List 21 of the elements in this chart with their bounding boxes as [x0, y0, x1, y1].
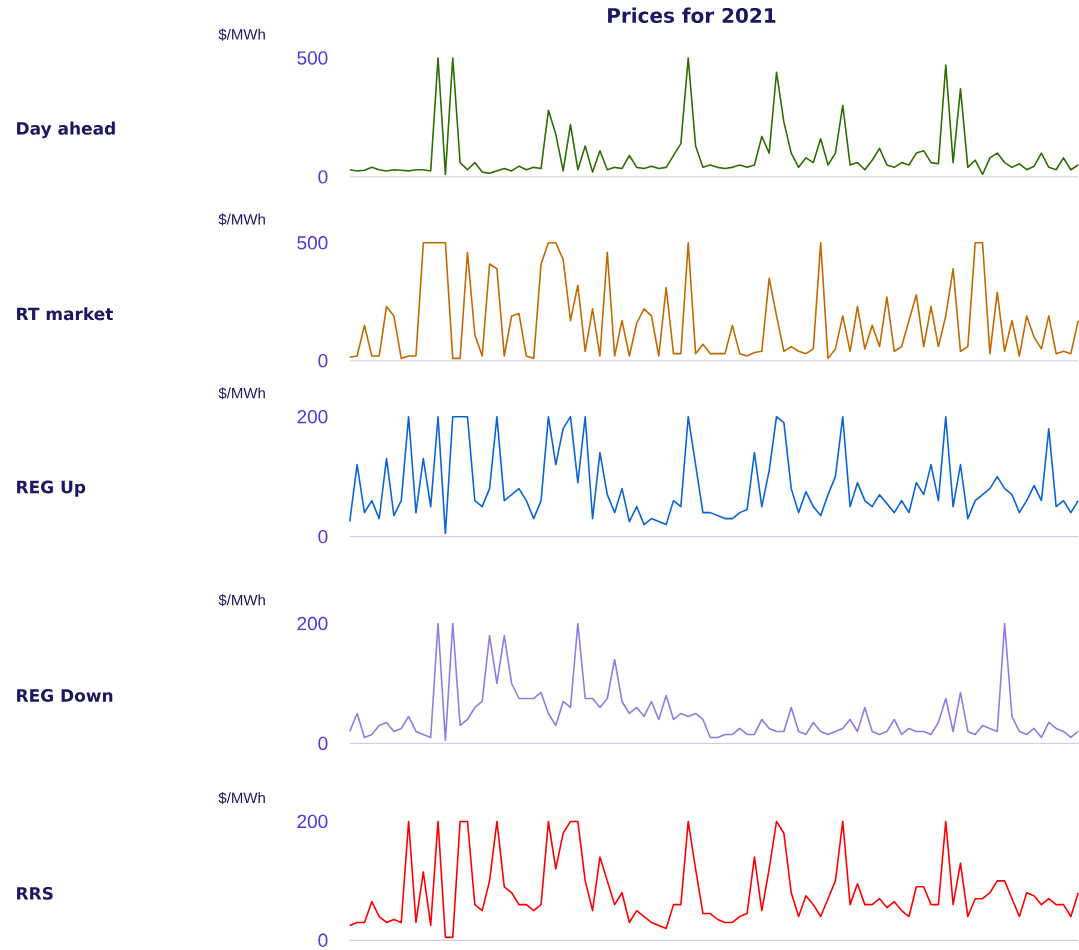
chart-title: Prices for 2021 — [608, 7, 776, 23]
y-axis-title: REG Up — [17, 480, 86, 497]
text: $/MWh — [218, 791, 265, 804]
y-tick-label: 200 — [297, 616, 328, 631]
y-axis-title: RRS — [17, 886, 53, 900]
y-tick-label: 0 — [318, 169, 328, 184]
y-tick-label: 0 — [318, 933, 328, 947]
y-axis-title: Day ahead — [17, 121, 115, 139]
text: $/MWh — [218, 213, 265, 226]
y-tick-label: 500 — [297, 235, 328, 250]
y-tick-label: 200 — [297, 409, 328, 424]
y-tick-label: 500 — [297, 51, 328, 65]
text: $/MWh — [218, 387, 265, 400]
y-tick-label: 0 — [318, 529, 328, 544]
text: $/MWh — [218, 28, 265, 41]
y-tick-label: 0 — [318, 353, 328, 368]
y-axis-title: REG Down — [17, 688, 113, 702]
y-axis-title: RT market — [17, 307, 113, 321]
text: $/MWh — [218, 593, 265, 607]
y-tick-label: 0 — [318, 736, 328, 750]
y-tick-label: 200 — [297, 814, 328, 828]
